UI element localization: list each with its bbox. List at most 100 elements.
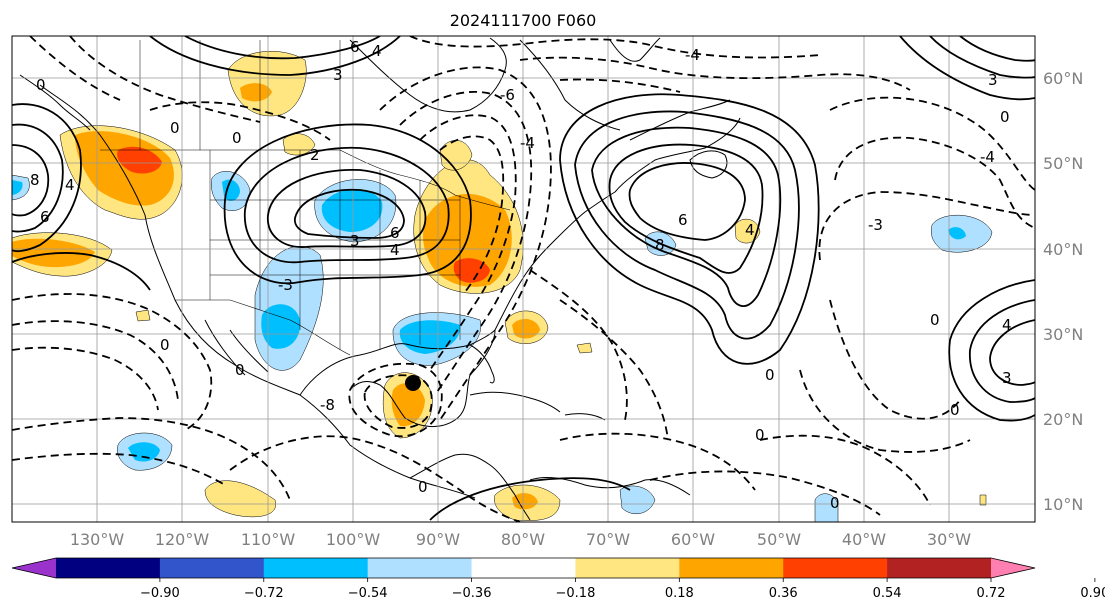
contour-high-central-4	[293, 188, 405, 239]
colorbar-tick-label: 0.90	[1080, 586, 1105, 601]
contour-high-central-3	[267, 168, 427, 248]
lat-label-10n: 10°N	[1043, 495, 1083, 514]
contour-label-8-west: 8	[30, 171, 40, 189]
contour-labels: 6 4 3 0 0 0 2 8 4 6 3 6 4 -3 0 0 -8 -6 -…	[30, 38, 1012, 512]
shade-blue-gulf	[399, 320, 461, 354]
contour-label-3-se: 3	[1002, 369, 1012, 387]
contour-high-se-2	[969, 299, 1035, 403]
coast-east-us	[494, 191, 616, 331]
contour-high-atlantic-1	[559, 93, 820, 365]
map-frame	[11, 35, 1036, 523]
lon-label-60w: 60°W	[671, 530, 715, 549]
contour-ne-3	[959, 36, 1035, 62]
shade-warm-sw	[204, 480, 276, 518]
contour-high-se-3	[989, 319, 1035, 386]
shade-warm-atl	[734, 218, 761, 244]
coast-central-america	[409, 453, 531, 521]
contour-label-8-atl: 8	[655, 236, 665, 254]
border-us-mexico	[175, 299, 351, 356]
contour-high-atlantic-5	[628, 162, 746, 241]
contour-high-atlantic-2	[574, 110, 800, 340]
colorbar-segment	[159, 558, 265, 578]
contour-label-3-north: 3	[333, 66, 343, 84]
colorbar-segment	[679, 558, 784, 578]
contour-high-central-2	[243, 146, 450, 264]
contour-label-2-central: 2	[310, 146, 320, 164]
colorbar-tick-label: 0.72	[977, 586, 1006, 601]
colorbar: −0.90 −0.72 −0.54 −0.36 −0.18 0.18 0.36 0.54 0.7…	[11, 557, 1105, 601]
contour-label-0-s: 0	[418, 478, 428, 496]
contour-label-6-north: 6	[350, 38, 360, 56]
contour-label-3-central: 3	[350, 232, 360, 250]
shade-orange-s	[512, 493, 538, 510]
map-background	[12, 36, 1035, 522]
coast-cuba	[469, 391, 561, 413]
contour-low-s	[429, 477, 631, 521]
contour-label-0-mex: 0	[235, 361, 245, 379]
contour-label-neg3-mtn: -3	[278, 276, 293, 294]
lat-label-40n: 40°N	[1043, 240, 1083, 259]
contour-high-se-1	[948, 279, 1035, 422]
contour-high-nw-1	[12, 103, 82, 253]
coast-greenland	[609, 37, 661, 62]
contour-high-nw-2	[12, 123, 64, 233]
contour-north-2	[184, 36, 381, 60]
contour-north-1	[149, 36, 401, 76]
lat-label-60n: 60°N	[1043, 69, 1083, 88]
contour-label-neg3-atl: -3	[868, 216, 883, 234]
contour-label-0-ne: 0	[1000, 108, 1010, 126]
shade-warm-small2	[576, 342, 593, 354]
colorbar-segment	[575, 558, 680, 578]
lat-label-20n: 20°N	[1043, 410, 1083, 429]
contour-label-neg4-east: -4	[520, 134, 535, 152]
contour-sw-1	[12, 293, 213, 431]
contour-low-east-4	[439, 135, 505, 293]
coast-newfoundland	[689, 150, 728, 179]
colorbar-tick-label: −0.18	[556, 586, 596, 601]
contour-sw-4	[12, 417, 291, 501]
contour-ne-2	[929, 36, 1035, 79]
contour-sw-3	[12, 346, 159, 411]
lon-label-50w: 50°W	[757, 530, 801, 549]
contour-atlantic-low-2	[799, 369, 971, 453]
shade-blue-mtn	[261, 304, 301, 349]
contour-atlantic-ring-3	[818, 191, 1035, 261]
shade-orange-north	[240, 83, 272, 102]
contour-pac-1	[12, 252, 151, 291]
colorbar-tick-label: 0.18	[665, 586, 694, 601]
lat-label-30n: 30°N	[1043, 325, 1083, 344]
colorbar-extend-high	[991, 558, 1035, 578]
contour-label-0-s3: 0	[755, 426, 765, 444]
coast-hudson-bay	[349, 37, 507, 113]
contour-label-4-atl: 4	[745, 221, 755, 239]
colorbar-outline	[11, 557, 1036, 579]
contour-s-1	[229, 435, 521, 522]
contour-n-west-2	[29, 36, 121, 101]
contour-label-6-central: 6	[390, 224, 400, 242]
contour-label-4-se: 4	[1002, 316, 1012, 334]
contour-sw-2	[12, 320, 179, 401]
contour-label-3-ne: 3	[988, 71, 998, 89]
colorbar-tick-label: 0.54	[873, 586, 902, 601]
contour-sw-5	[12, 452, 226, 486]
contour-high-nw-3	[12, 144, 50, 217]
contour-mid-2	[529, 269, 628, 421]
contour-label-0-se2: 0	[950, 401, 960, 419]
contour-label-0-west: 0	[170, 119, 180, 137]
border-us-canada	[100, 149, 511, 211]
lon-label-120w: 120°W	[155, 530, 210, 549]
contour-label-neg6-east: -6	[500, 86, 515, 104]
shade-cool-s1	[814, 493, 839, 522]
lon-label-40w: 40°W	[842, 530, 886, 549]
lon-label-130w: 130°W	[70, 530, 125, 549]
contours-solid	[12, 36, 1035, 521]
contour-low-north-2	[519, 56, 911, 91]
coast-north-america-west	[39, 84, 476, 499]
contour-low-east-2	[399, 91, 533, 396]
contour-gulf-ring-1	[348, 362, 443, 438]
shade-orange-gulf	[391, 383, 425, 427]
gridlines	[12, 36, 1035, 522]
colorbar-segment	[887, 558, 992, 578]
contour-atlantic-ring-2	[834, 136, 1035, 229]
